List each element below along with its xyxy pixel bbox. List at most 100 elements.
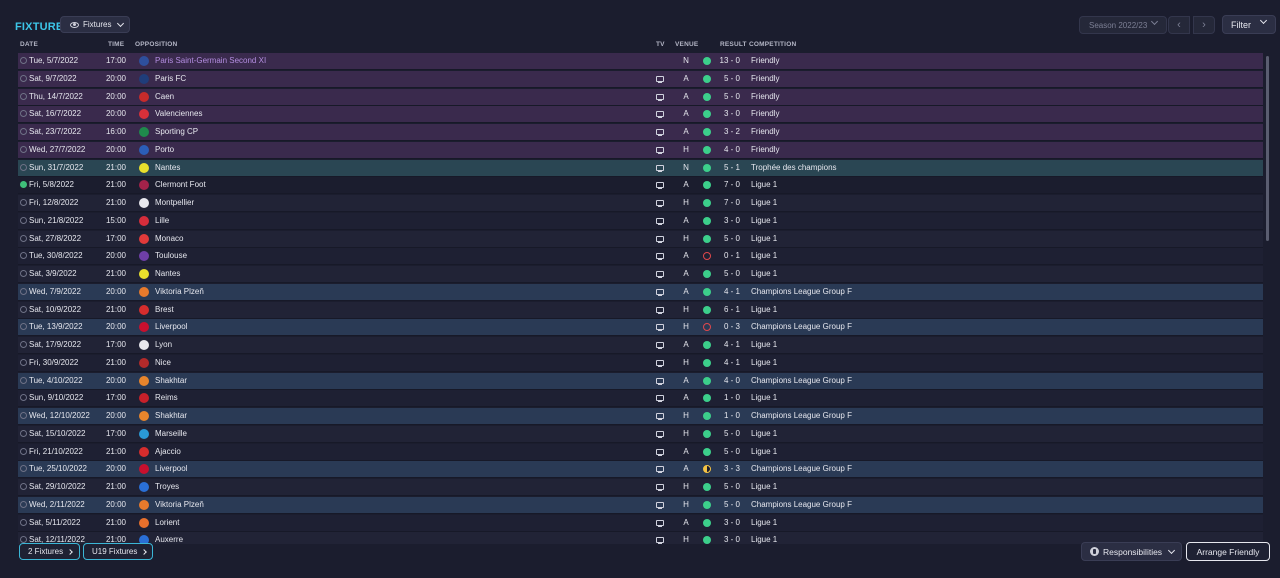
fixture-row[interactable]: Sat, 29/10/2022 21:00 Troyes H 5 - 0 Ligue 1	[18, 479, 1263, 496]
opposition-link[interactable]: Liverpool	[155, 322, 188, 332]
season-dropdown[interactable]: Season 2022/23	[1079, 16, 1167, 34]
fixture-competition[interactable]: Champions League Group F	[751, 499, 852, 509]
responsibilities-button[interactable]: Responsibilities	[1081, 542, 1182, 561]
fixture-row[interactable]: Thu, 14/7/2022 20:00 Caen A 5 - 0 Friendly	[18, 88, 1263, 106]
fixture-row[interactable]: Fri, 5/8/2022 21:00 Clermont Foot A 7 - 0 Lig…	[18, 177, 1263, 195]
fixture-score[interactable]: 0 - 3	[723, 322, 740, 332]
opposition-link[interactable]: Sporting CP	[155, 127, 199, 136]
fixture-competition[interactable]: Champions League Group F	[751, 322, 852, 332]
fixture-competition[interactable]: Champions League Group F	[751, 375, 852, 385]
fixture-competition[interactable]: Ligue 1	[751, 269, 778, 278]
fixture-row[interactable]: Wed, 2/11/2022 20:00 Viktoria Plzeň H 5 - 0 C…	[18, 496, 1263, 514]
fixture-row[interactable]: Sat, 15/10/2022 17:00 Marseille H 5 - 0 Ligue…	[18, 425, 1263, 443]
opposition-link[interactable]: Nantes	[155, 269, 181, 278]
fixture-score[interactable]: 3 - 0	[723, 517, 740, 527]
fixture-score[interactable]: 5 - 0	[723, 91, 740, 101]
fixture-score[interactable]: 4 - 1	[723, 340, 740, 349]
col-time[interactable]: TIME	[108, 41, 125, 48]
fixture-competition[interactable]: Friendly	[751, 109, 780, 119]
col-venue[interactable]: VENUE	[675, 41, 699, 48]
arrange-friendly-button[interactable]: Arrange Friendly	[1186, 542, 1270, 561]
fixture-score[interactable]: 13 - 0	[719, 56, 740, 65]
fixture-row[interactable]: Wed, 7/9/2022 20:00 Viktoria Plzeň A 4 - 1 Ch…	[18, 283, 1263, 301]
fixture-score[interactable]: 1 - 0	[723, 411, 740, 420]
opposition-link[interactable]: Reims	[155, 393, 178, 403]
fixture-row[interactable]: Sat, 10/9/2022 21:00 Brest H 6 - 1 Ligue 1	[18, 301, 1263, 319]
next-season-button[interactable]: ›	[1193, 16, 1215, 34]
opposition-link[interactable]: Viktoria Plzeň	[155, 286, 204, 296]
fixture-score[interactable]: 5 - 0	[723, 446, 740, 456]
fixture-row[interactable]: Sun, 21/8/2022 15:00 Lille A 3 - 0 Ligue 1	[18, 212, 1263, 230]
fixture-score[interactable]: 3 - 2	[723, 127, 740, 136]
fixture-score[interactable]: 6 - 1	[723, 304, 740, 314]
fixture-competition[interactable]: Ligue 1	[751, 446, 778, 456]
opposition-link[interactable]: Caen	[155, 91, 175, 101]
col-tv[interactable]: TV	[656, 41, 665, 48]
fixture-row[interactable]: Sun, 31/7/2022 21:00 Nantes N 5 - 1 Trophée d…	[18, 159, 1263, 177]
fixture-competition[interactable]: Champions League Group F	[751, 464, 852, 474]
scrollbar[interactable]	[1266, 56, 1269, 241]
fixture-competition[interactable]: Ligue 1	[751, 215, 778, 225]
fixture-row[interactable]: Wed, 12/10/2022 20:00 Shakhtar H 1 - 0 Champi…	[18, 408, 1263, 425]
opposition-link[interactable]: Troyes	[155, 482, 180, 491]
fixture-score[interactable]: 7 - 0	[723, 180, 740, 190]
fixture-competition[interactable]: Ligue 1	[751, 340, 778, 349]
fixture-competition[interactable]: Champions League Group F	[751, 286, 852, 296]
fixture-row[interactable]: Tue, 30/8/2022 20:00 Toulouse A 0 - 1 Ligue 1	[18, 248, 1263, 266]
fixture-score[interactable]: 4 - 1	[723, 357, 740, 367]
fixture-row[interactable]: Sat, 9/7/2022 20:00 Paris FC A 5 - 0 Friendly	[18, 70, 1263, 88]
opposition-link[interactable]: Monaco	[155, 233, 184, 243]
fixture-row[interactable]: Sun, 9/10/2022 17:00 Reims A 1 - 0 Ligue 1	[18, 390, 1263, 408]
fixture-row[interactable]: Fri, 12/8/2022 21:00 Montpellier H 7 - 0 Ligu…	[18, 195, 1263, 212]
fixture-competition[interactable]: Ligue 1	[751, 180, 778, 190]
fixture-score[interactable]: 5 - 1	[723, 162, 740, 172]
fixture-competition[interactable]: Friendly	[751, 73, 780, 83]
opposition-link[interactable]: Montpellier	[155, 198, 195, 207]
prev-season-button[interactable]: ‹	[1168, 16, 1190, 34]
fixture-competition[interactable]: Ligue 1	[751, 393, 778, 403]
fixture-row[interactable]: Sat, 27/8/2022 17:00 Monaco H 5 - 0 Ligue 1	[18, 230, 1263, 248]
fixture-competition[interactable]: Ligue 1	[751, 428, 778, 438]
fixture-score[interactable]: 3 - 0	[723, 215, 740, 225]
opposition-link[interactable]: Liverpool	[155, 464, 188, 474]
opposition-link[interactable]: Ajaccio	[155, 446, 181, 456]
opposition-link[interactable]: Lyon	[155, 340, 173, 349]
fixture-competition[interactable]: Friendly	[751, 91, 780, 101]
col-date[interactable]: DATE	[20, 41, 39, 48]
fixture-score[interactable]: 3 - 3	[723, 464, 740, 474]
fixture-row[interactable]: Fri, 30/9/2022 21:00 Nice H 4 - 1 Ligue 1	[18, 354, 1263, 372]
opposition-link[interactable]: Shakhtar	[155, 375, 188, 385]
opposition-link[interactable]: Clermont Foot	[155, 180, 206, 190]
fixture-score[interactable]: 5 - 0	[723, 482, 740, 491]
fixture-competition[interactable]: Trophée des champions	[751, 162, 837, 172]
opposition-link[interactable]: Lille	[155, 215, 170, 225]
opposition-link[interactable]: Valenciennes	[155, 109, 203, 119]
fixture-row[interactable]: Tue, 5/7/2022 17:00 Paris Saint-Germain Se…	[18, 53, 1263, 70]
fixture-competition[interactable]: Ligue 1	[751, 535, 778, 544]
fixture-competition[interactable]: Ligue 1	[751, 304, 778, 314]
fixture-row[interactable]: Tue, 25/10/2022 20:00 Liverpool A 3 - 3 Champ…	[18, 461, 1263, 479]
opposition-link[interactable]: Paris Saint-Germain Second XI	[155, 56, 267, 65]
fixture-score[interactable]: 5 - 0	[723, 73, 740, 83]
fixture-score[interactable]: 5 - 0	[723, 499, 740, 509]
opposition-link[interactable]: Porto	[155, 144, 175, 154]
fixture-row[interactable]: Fri, 21/10/2022 21:00 Ajaccio A 5 - 0 Ligue 1	[18, 443, 1263, 461]
fixture-score[interactable]: 5 - 0	[723, 428, 740, 438]
fixture-competition[interactable]: Friendly	[751, 56, 780, 65]
fixture-competition[interactable]: Ligue 1	[751, 251, 778, 261]
view-dropdown[interactable]: Fixtures	[60, 16, 130, 33]
fixture-row[interactable]: Sat, 12/11/2022 21:00 Auxerre H 3 - 0 Ligue 1	[18, 532, 1263, 544]
col-competition[interactable]: COMPETITION	[749, 41, 797, 48]
fixture-competition[interactable]: Champions League Group F	[751, 411, 852, 420]
fixtures-count-button[interactable]: 2 Fixtures	[19, 543, 80, 560]
opposition-link[interactable]: Brest	[155, 304, 174, 314]
opposition-link[interactable]: Paris FC	[155, 73, 187, 83]
opposition-link[interactable]: Lorient	[155, 517, 180, 527]
opposition-link[interactable]: Toulouse	[155, 251, 188, 261]
fixture-score[interactable]: 5 - 0	[723, 233, 740, 243]
fixture-row[interactable]: Tue, 13/9/2022 20:00 Liverpool H 0 - 3 Champi…	[18, 319, 1263, 337]
fixture-row[interactable]: Sat, 16/7/2022 20:00 Valenciennes A 3 - 0 Fri…	[18, 106, 1263, 124]
fixture-competition[interactable]: Ligue 1	[751, 357, 778, 367]
fixture-score[interactable]: 4 - 0	[723, 375, 740, 385]
opposition-link[interactable]: Viktoria Plzeň	[155, 499, 204, 509]
